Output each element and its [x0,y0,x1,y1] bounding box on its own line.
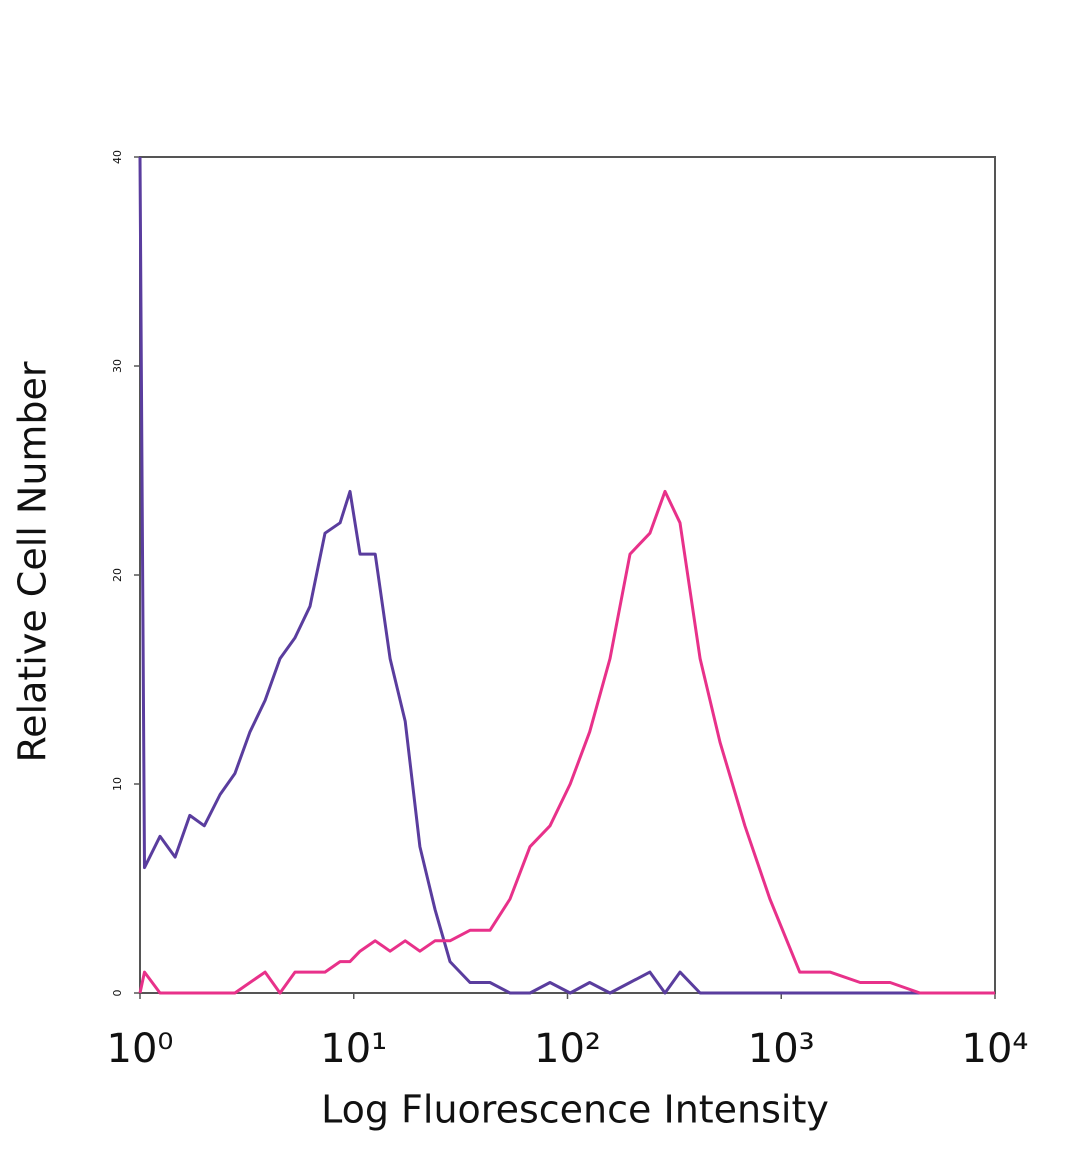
y-tick-label: 20 [111,568,124,582]
plot-frame [139,156,996,994]
x-tick-label: 10⁰ [107,1026,174,1072]
x-tick-label: 10⁴ [962,1026,1029,1072]
y-tick-label: 10 [111,777,124,791]
y-tick-label: 40 [111,150,124,164]
x-tick-label: 10² [534,1026,601,1072]
x-tick-label: 10¹ [320,1026,387,1072]
x-axis-label: Log Fluorescence Intensity [321,1088,829,1132]
y-tick-label: 0 [111,990,124,997]
y-axis-label: Relative Cell Number [11,361,55,762]
series-line [138,489,995,995]
series-line [138,156,995,995]
y-tick-label: 30 [111,359,124,373]
x-tick-label: 10³ [748,1026,815,1072]
